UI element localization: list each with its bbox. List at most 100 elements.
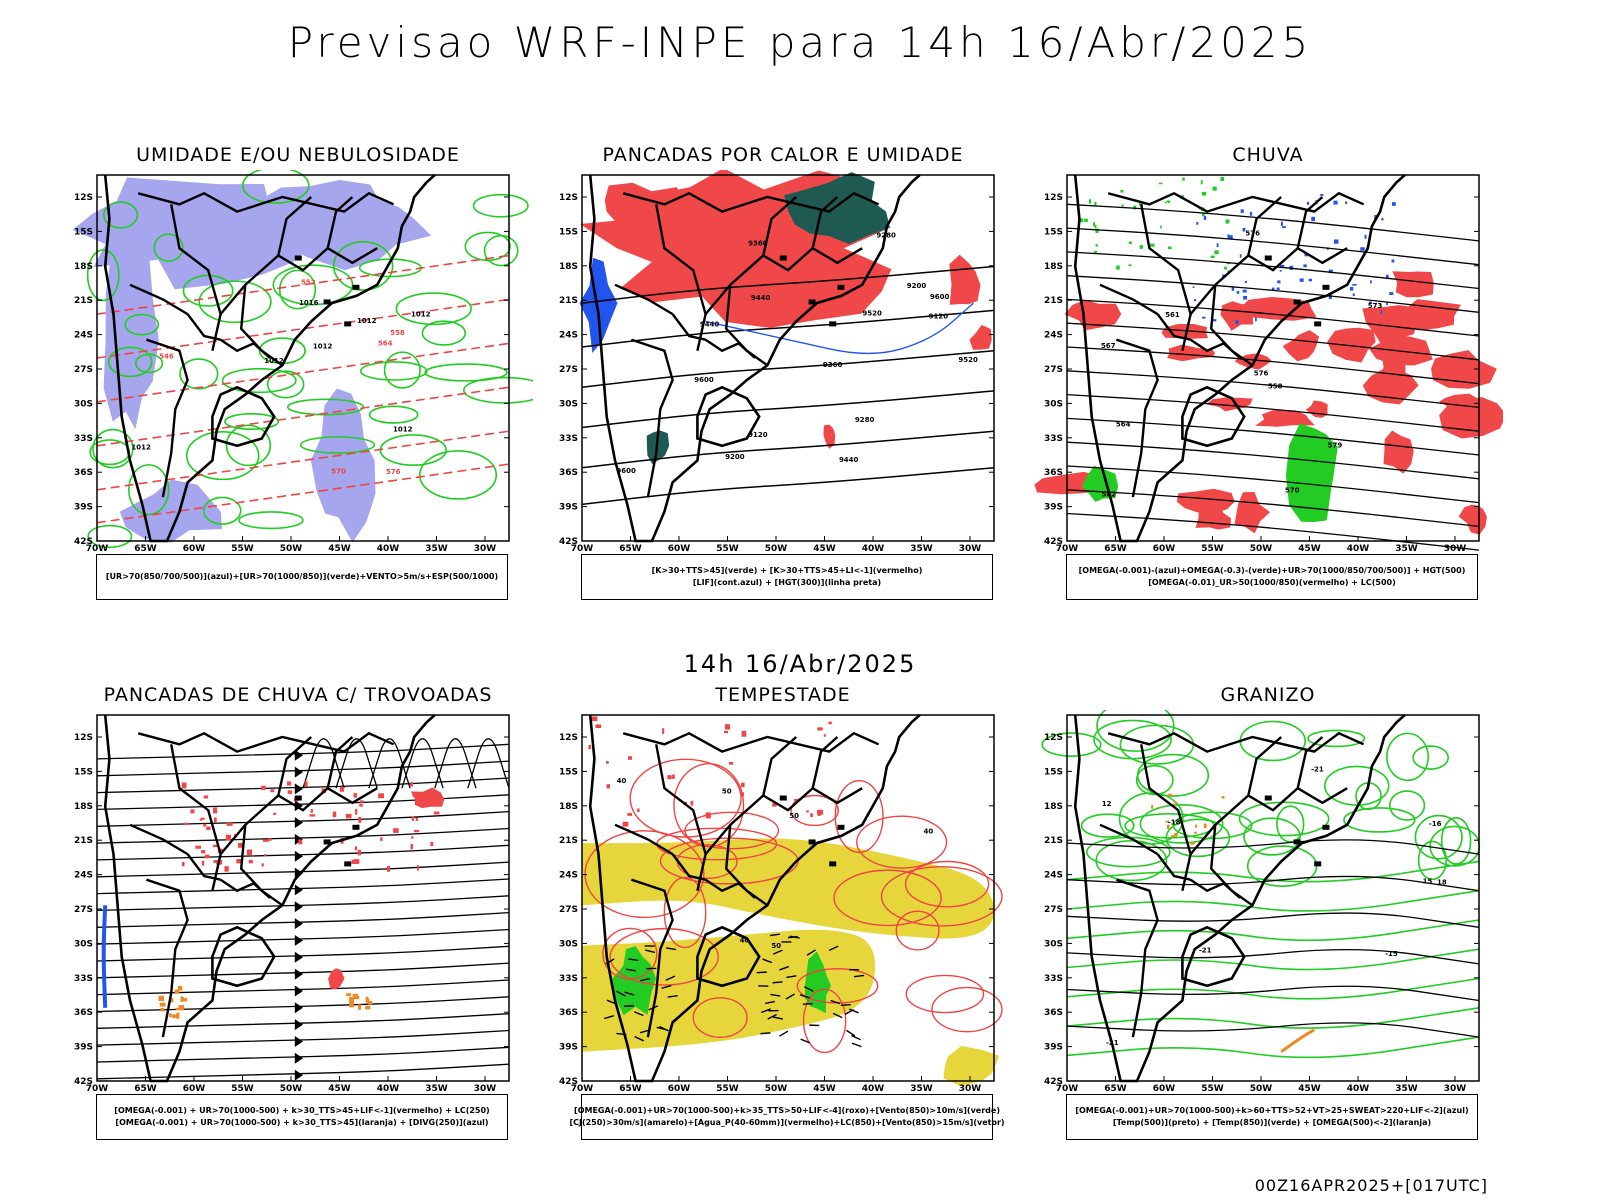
speckle — [1370, 280, 1372, 284]
lat-label: 21S — [559, 296, 578, 306]
map-umidade: 1012 1012 1012 1012 1012 1012 1016 576 570 564 558… — [72, 170, 533, 554]
geography-layer — [1073, 174, 1406, 543]
wind-vector — [634, 1035, 644, 1042]
jet-fill — [582, 838, 994, 939]
temp850-contour — [1412, 745, 1449, 770]
wind-vector — [762, 958, 773, 964]
speckle — [201, 850, 206, 854]
speckle — [1210, 255, 1215, 258]
lon-label: 50W — [1250, 544, 1273, 554]
lon-label: 50W — [280, 1084, 303, 1094]
lat-label: 21S — [74, 296, 93, 306]
water-contour — [904, 860, 990, 908]
lat-label: 27S — [559, 905, 578, 915]
legend-line: [Temp(500)](preto) + [Temp(850)](verde) … — [1112, 1118, 1432, 1127]
thickness-contour — [96, 342, 510, 403]
speckle — [622, 821, 629, 827]
lake — [1322, 284, 1330, 290]
lat-label: 30S — [74, 939, 93, 949]
lake — [1293, 839, 1301, 845]
streamline — [1066, 203, 1480, 242]
temp850-contour — [1307, 729, 1366, 748]
speckle — [267, 838, 272, 841]
streamline — [1066, 417, 1480, 456]
humidity-contour — [198, 280, 272, 324]
contour-label: 9440 — [700, 320, 720, 328]
speckle — [261, 863, 264, 867]
legend-box: [OMEGA(-0.001) + UR>70(1000-500) + k>30_… — [96, 1094, 508, 1140]
streamline — [467, 738, 510, 789]
contour-label: 1012 — [131, 444, 151, 452]
speckle — [1139, 245, 1144, 249]
speckle — [705, 812, 711, 819]
state-border — [239, 824, 284, 907]
lake — [829, 321, 837, 327]
lat-label: 39S — [1044, 1043, 1063, 1053]
speckle — [358, 816, 362, 823]
coastline — [1073, 714, 1406, 1083]
speckle — [349, 997, 355, 1003]
speckle — [430, 841, 434, 847]
map-chuva: 582 579 576 576 573 570 567 564 561 558 12S 15S 18S 2… — [1034, 174, 1503, 554]
contour-label: 567 — [1101, 342, 1116, 350]
lon-label: 30W — [959, 544, 982, 554]
annotation-layer: 40 50 50 40 40 50 — [617, 777, 934, 950]
humidity-contour — [421, 320, 467, 346]
contour-label: 50 — [789, 812, 799, 820]
hgt-contour — [581, 467, 995, 506]
rain-fill — [1285, 423, 1338, 522]
wind-vector — [767, 1013, 777, 1020]
map-pancadas-calor: 9600 9600 9600 9520 9520 9440 9440 9440 9360 9360… — [559, 170, 995, 554]
speckle — [591, 716, 598, 722]
hgt-contour — [581, 390, 995, 429]
map-tempestade: 40 50 50 40 40 50 12S 15S 18S 21S 24S 27S 30S 33S 36S 3… — [559, 714, 1003, 1094]
panel-granizo: GRANIZO 12 15 18 -15 -16 -18 -21 -21 -21 12S 15S 18… — [1033, 684, 1503, 1172]
humidity-contour — [124, 313, 160, 336]
state-border — [704, 786, 863, 855]
water-contour — [663, 876, 707, 949]
speckle — [1158, 182, 1163, 185]
legend-line: [OMEGA(-0.001)+UR>70(1000-500)+k>35_TTS>… — [574, 1106, 1000, 1115]
wind-vector — [786, 975, 797, 979]
legend-line: [OMEGA(-0.001) + UR>70(1000-500) + k>30_… — [115, 1118, 489, 1127]
lon-label: 60W — [668, 1084, 691, 1094]
speckle — [177, 985, 183, 991]
speckle — [1161, 806, 1164, 809]
lat-label: 12S — [1044, 193, 1063, 203]
arrowhead — [294, 1019, 303, 1031]
lon-label: 70W — [571, 544, 594, 554]
lat-label: 33S — [74, 974, 93, 984]
lon-label: 45W — [813, 1084, 836, 1094]
temp850-contour — [1440, 816, 1472, 865]
speckle — [1203, 215, 1207, 220]
lon-label: 50W — [765, 544, 788, 554]
legend-line: [OMEGA(-0.001) + UR>70(1000-500) + k>30_… — [114, 1106, 490, 1115]
state-border — [277, 736, 312, 796]
speckle — [171, 1014, 177, 1018]
lon-label: 40W — [1347, 1084, 1370, 1094]
lat-label: 42S — [74, 1077, 93, 1087]
contour-label: 9600 — [930, 293, 950, 301]
lake — [837, 824, 845, 830]
speckle — [349, 1001, 355, 1008]
state-border — [614, 283, 674, 316]
contour-label: 15 — [1423, 878, 1433, 886]
lat-label: 36S — [1044, 468, 1063, 478]
contour-label: 546 — [159, 352, 174, 360]
water-contour — [609, 927, 719, 986]
speckle — [1381, 218, 1384, 221]
state-border — [1116, 878, 1159, 1038]
speckle — [1194, 824, 1197, 828]
temp850-contour — [1388, 790, 1426, 821]
water-contour — [905, 974, 985, 1014]
contour-label: 40 — [923, 827, 933, 835]
arrowhead — [294, 783, 303, 795]
speckle — [203, 795, 209, 799]
humidity-contour — [266, 370, 305, 399]
speckle — [201, 860, 205, 866]
speckle — [1243, 295, 1248, 300]
lon-label: 65W — [619, 1084, 642, 1094]
lon-label: 65W — [619, 544, 642, 554]
wind-vector — [851, 1042, 862, 1048]
speckle — [248, 859, 253, 864]
